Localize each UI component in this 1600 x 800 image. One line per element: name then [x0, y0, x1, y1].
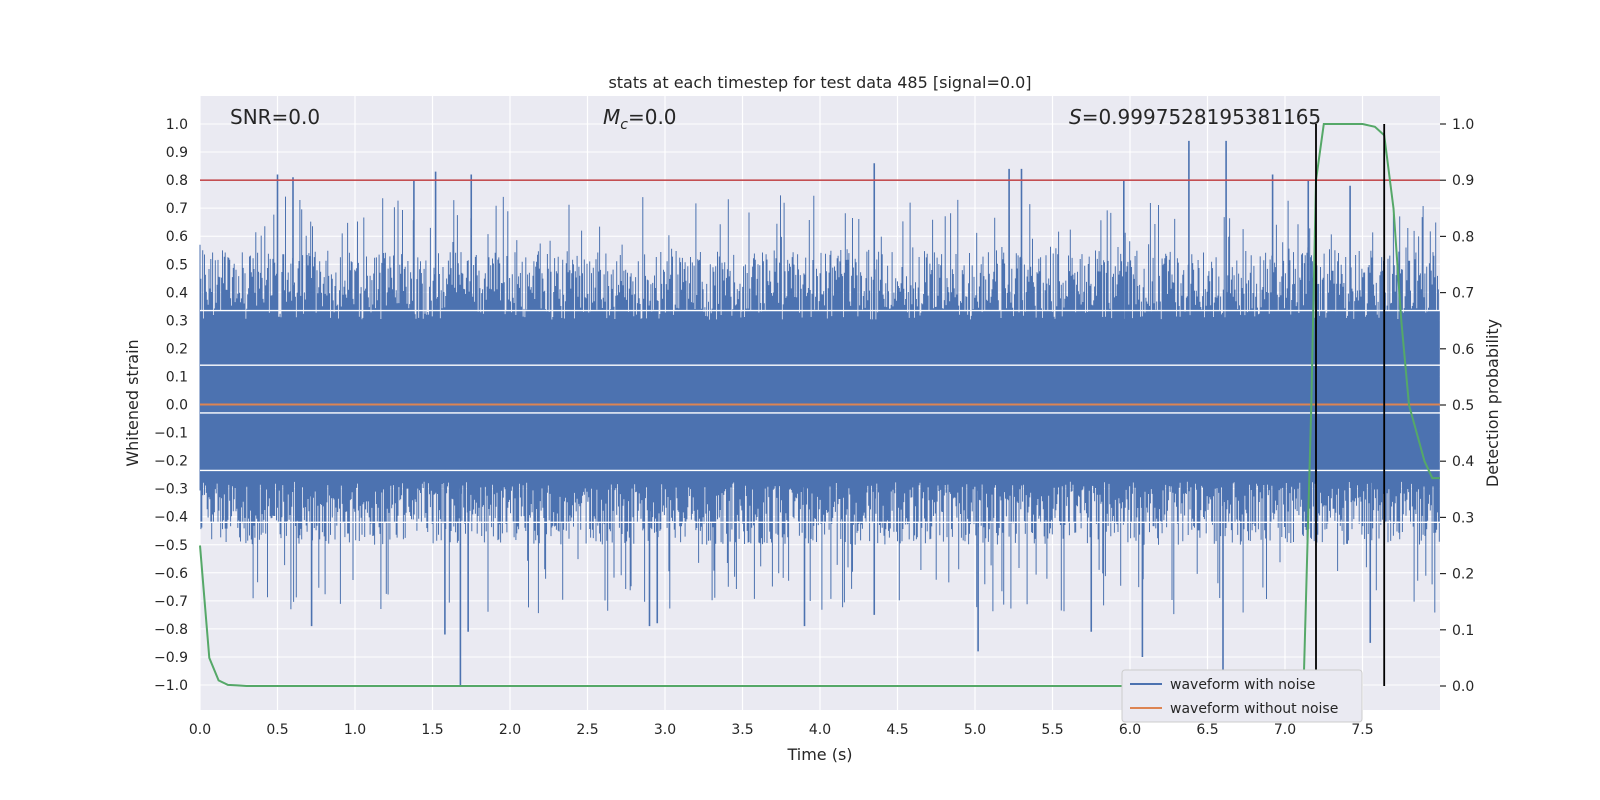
- y2-tick-label-0: 1.0: [1452, 117, 1474, 133]
- y2-axis-ticks: 1.0 0.9 0.8 0.7 0.6 0.5 0.4 0.3 0.2 0.1 0.0: [1440, 117, 1474, 695]
- x-tick-label-9: 4.5: [886, 722, 908, 738]
- x-tick-label-11: 5.5: [1041, 722, 1063, 738]
- y2-tick-label-2: 0.8: [1452, 229, 1474, 245]
- y-axis-ticks: 1.0 0.9 0.8 0.7 0.6 0.5 0.4 0.3 0.2 0.1 0.0 −0.1 −0.…: [154, 117, 188, 694]
- x-tick-label-8: 4.0: [809, 722, 831, 738]
- y-tick-label-16: −0.6: [154, 566, 188, 582]
- y2-tick-label-6: 0.4: [1452, 454, 1474, 470]
- y-tick-label-9: 0.1: [166, 369, 188, 385]
- x-tick-label-15: 7.5: [1351, 722, 1373, 738]
- s-value: =0.9997528195381165: [1082, 105, 1321, 129]
- y2-tick-label-8: 0.2: [1452, 567, 1474, 583]
- y2-tick-label-5: 0.5: [1452, 398, 1474, 414]
- x-tick-label-4: 2.0: [499, 722, 521, 738]
- x-tick-label-5: 2.5: [576, 722, 598, 738]
- y-tick-label-6: 0.4: [166, 285, 188, 301]
- y-tick-label-15: −0.5: [154, 538, 188, 554]
- y-tick-label-1: 0.9: [166, 145, 188, 161]
- y-axis-label: Whitened strain: [123, 339, 142, 466]
- legend: waveform with noise waveform without noi…: [1121, 669, 1363, 723]
- x-tick-label-3: 1.5: [421, 722, 443, 738]
- y-tick-label-18: −0.8: [154, 622, 188, 638]
- x-tick-label-13: 6.5: [1196, 722, 1218, 738]
- y-tick-label-5: 0.5: [166, 257, 188, 273]
- x-tick-label-12: 6.0: [1119, 722, 1141, 738]
- mc-symbol: M: [603, 105, 620, 129]
- y-tick-label-4: 0.6: [166, 229, 188, 245]
- x-tick-label-14: 7.0: [1274, 722, 1296, 738]
- y-tick-label-7: 0.3: [166, 313, 188, 329]
- y2-tick-label-4: 0.6: [1452, 342, 1474, 358]
- x-axis-ticks: 0.0 0.5 1.0 1.5 2.0 2.5 3.0 3.5 4.0 4.5 5.0 5.5 6.0 6…: [189, 722, 1374, 738]
- s-symbol: S: [1069, 105, 1082, 129]
- y-tick-label-11: −0.1: [154, 426, 188, 442]
- y-tick-label-2: 0.8: [166, 173, 188, 189]
- y-tick-label-19: −0.9: [154, 650, 188, 666]
- y-tick-label-0: 1.0: [166, 117, 188, 133]
- x-tick-label-6: 3.0: [654, 722, 676, 738]
- y-tick-label-17: −0.7: [154, 594, 188, 610]
- series-waveform-with-noise: [199, 140, 1440, 685]
- x-tick-label-0: 0.0: [189, 722, 211, 738]
- y2-tick-label-10: 0.0: [1452, 679, 1474, 695]
- legend-box: [1121, 669, 1363, 723]
- x-tick-label-7: 3.5: [731, 722, 753, 738]
- noise-body: [199, 195, 1440, 615]
- y-tick-label-12: −0.2: [154, 454, 188, 470]
- y2-axis-label: Detection probability: [1483, 319, 1502, 487]
- y-tick-label-8: 0.2: [166, 341, 188, 357]
- y2-tick-label-3: 0.7: [1452, 286, 1474, 302]
- snr-annotation: SNR=0.0: [230, 105, 320, 129]
- score-annotation: S=0.9997528195381165: [1069, 105, 1321, 129]
- y2-tick-label-7: 0.3: [1452, 510, 1474, 526]
- y-tick-label-20: −1.0: [154, 678, 188, 694]
- y-tick-label-13: −0.3: [154, 482, 188, 498]
- x-tick-label-1: 0.5: [266, 722, 288, 738]
- mc-value: =0.0: [628, 105, 677, 129]
- y-tick-label-10: 0.0: [166, 398, 188, 414]
- x-tick-label-2: 1.0: [344, 722, 366, 738]
- x-axis-label: Time (s): [786, 745, 852, 764]
- y-tick-label-14: −0.4: [154, 510, 188, 526]
- y2-tick-label-1: 0.9: [1452, 173, 1474, 189]
- legend-label-noise: waveform with noise: [1170, 677, 1315, 693]
- chart-title: stats at each timestep for test data 485…: [608, 73, 1031, 92]
- y-tick-label-3: 0.7: [166, 201, 188, 217]
- marker-lines: [1315, 124, 1386, 686]
- y2-tick-label-9: 0.1: [1452, 623, 1474, 639]
- mc-subscript: c: [620, 117, 628, 133]
- chirp-mass-annotation: Mc=0.0: [603, 105, 677, 133]
- legend-label-clean: waveform without noise: [1170, 701, 1338, 717]
- x-tick-label-10: 5.0: [964, 722, 986, 738]
